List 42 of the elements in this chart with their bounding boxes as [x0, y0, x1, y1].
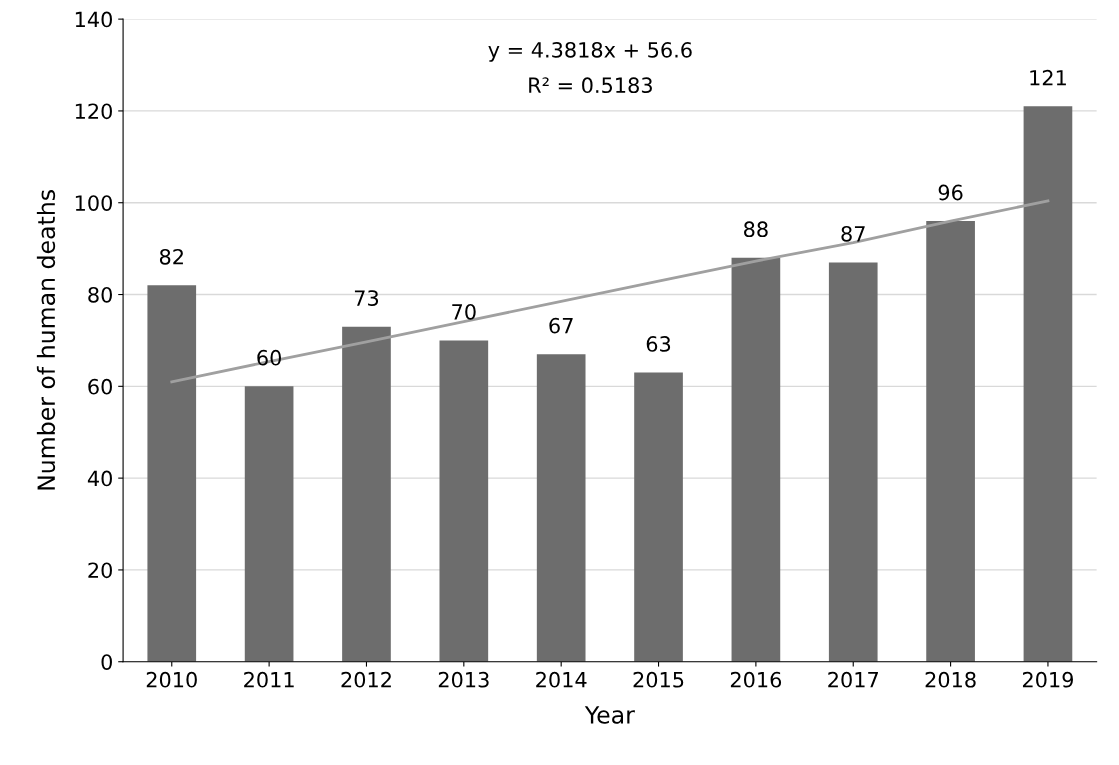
- y-tick-label: 120: [75, 103, 112, 120]
- data-label: 96: [938, 184, 963, 201]
- y-tick-label: 60: [88, 378, 112, 395]
- x-tick-label: 2013: [438, 671, 489, 688]
- annotation: y = 4.3818x + 56.6: [488, 41, 692, 62]
- data-label: 70: [452, 303, 476, 320]
- y-axis-title: Number of human deaths: [36, 190, 56, 490]
- x-tick-label: 2017: [828, 671, 878, 688]
- bar: [439, 340, 489, 662]
- bar: [926, 221, 975, 662]
- data-label: 60: [257, 349, 281, 366]
- data-label: 121: [1030, 69, 1066, 86]
- bar: [1023, 106, 1073, 662]
- x-tick-label: 2015: [633, 671, 684, 688]
- y-tick-label: 20: [88, 562, 112, 579]
- bar: [731, 257, 781, 662]
- data-label: 67: [549, 317, 573, 334]
- y-tick-label: 0: [101, 654, 112, 670]
- x-tick-label: 2018: [925, 671, 976, 688]
- bar: [536, 354, 586, 662]
- bar: [244, 386, 294, 662]
- x-tick-label: 2016: [730, 671, 782, 688]
- bar: [634, 372, 683, 662]
- x-tick-label: 2014: [536, 671, 587, 688]
- data-label: 63: [646, 336, 671, 352]
- x-tick-label: 2012: [341, 671, 391, 688]
- x-tick-label: 2019: [1022, 671, 1073, 688]
- y-tick-label: 100: [75, 195, 112, 211]
- y-tick-label: 140: [75, 11, 112, 28]
- x-tick-label: 2010: [146, 671, 197, 688]
- bar: [828, 262, 878, 662]
- data-label: 82: [159, 248, 183, 265]
- data-label: 88: [744, 221, 768, 238]
- x-tick-label: 2011: [244, 671, 294, 688]
- x-axis-title: Year: [584, 706, 635, 724]
- y-tick-label: 80: [88, 286, 112, 303]
- bar: [147, 285, 197, 662]
- data-label: 73: [354, 290, 379, 306]
- y-tick-label: 40: [87, 470, 112, 487]
- bar: [342, 326, 391, 662]
- data-label: 87: [841, 225, 865, 242]
- annotation: R² = 0.5183: [529, 77, 652, 94]
